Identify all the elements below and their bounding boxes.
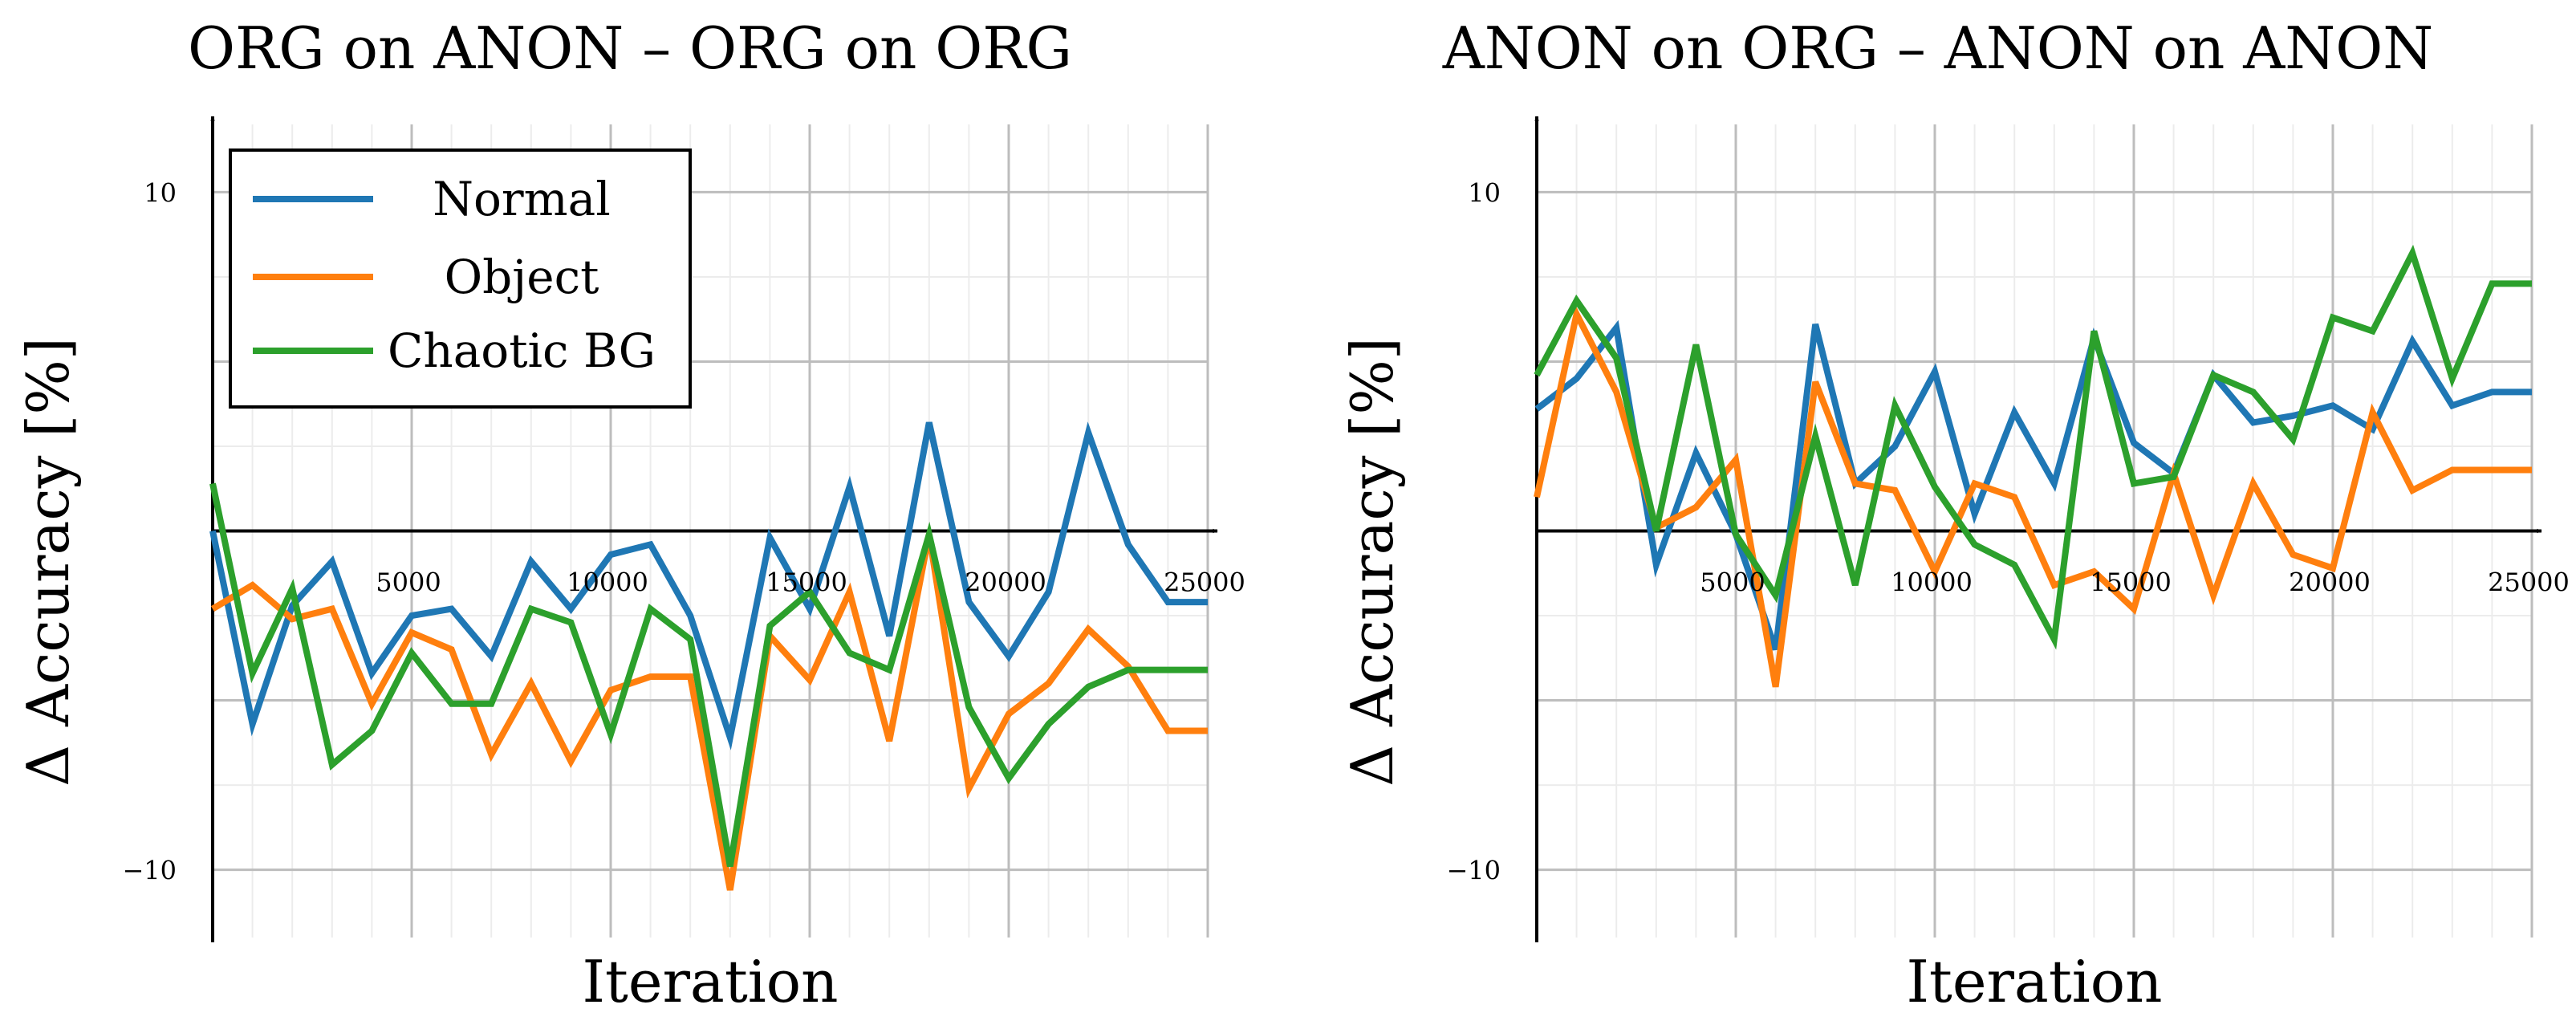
chart-panel-right: ANON on ORG – ANON on ANON 5000 10000 1500… <box>1339 14 2570 1015</box>
x-tick-label: 20000 <box>2289 567 2371 598</box>
legend: Normal Object Chaotic BG <box>229 148 692 409</box>
lines-left <box>209 421 1208 891</box>
y-tick-label: 10 <box>1468 177 1501 208</box>
series-line-normal <box>1534 319 2532 651</box>
ticks-right: 5000 10000 15000 20000 25000 −10 10 <box>1446 177 2569 885</box>
y-axis-label-left: Δ Accuracy [%] <box>14 337 82 787</box>
x-tick-label: 5000 <box>376 567 441 598</box>
x-tick-label: 10000 <box>1891 567 1973 598</box>
y-axis-label-right: Δ Accuracy [%] <box>1339 337 1406 787</box>
x-axis-label-right: Iteration <box>1906 948 2162 1015</box>
series-line-normal <box>209 421 1208 750</box>
x-tick-label: 15000 <box>766 567 847 598</box>
x-tick-label: 15000 <box>2090 567 2172 598</box>
legend-label-normal: Normal <box>433 172 611 226</box>
x-tick-label: 25000 <box>1164 567 1245 598</box>
chart-panel-left: ORG on ANON – ORG on ORG 5000 10000 15000 2… <box>14 14 1245 1015</box>
series-line-object <box>210 533 1208 891</box>
x-tick-label: 20000 <box>965 567 1046 598</box>
ticks-left: 5000 10000 15000 20000 25000 −10 10 <box>122 177 1245 885</box>
axes-right <box>1534 116 2542 942</box>
y-tick-label: −10 <box>1446 856 1501 886</box>
series-line-object <box>1534 304 2532 688</box>
y-tick-label: 10 <box>144 177 177 208</box>
x-tick-label: 10000 <box>567 567 648 598</box>
legend-label-chaotic-bg: Chaotic BG <box>388 323 656 378</box>
x-tick-label: 25000 <box>2488 567 2570 598</box>
series-line-chaotic-bg <box>209 482 1208 868</box>
chart-title-right: ANON on ORG – ANON on ANON <box>1442 14 2434 82</box>
series-line-chaotic-bg <box>1534 244 2532 650</box>
chart-title-left: ORG on ANON – ORG on ORG <box>188 14 1072 82</box>
axes-left <box>210 116 1218 942</box>
y-tick-label: −10 <box>122 856 177 886</box>
lines-right <box>1534 244 2532 688</box>
legend-label-object: Object <box>445 250 599 304</box>
x-axis-label-left: Iteration <box>582 948 838 1015</box>
x-tick-label: 5000 <box>1700 567 1765 598</box>
